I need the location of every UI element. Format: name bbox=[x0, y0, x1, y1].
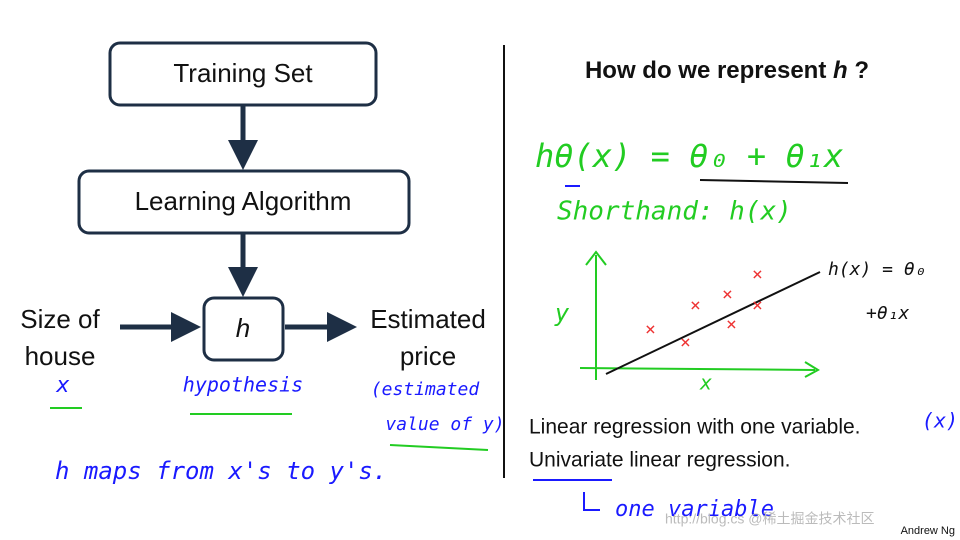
handwriting: (x) bbox=[922, 409, 958, 433]
handwriting: +θ₁x bbox=[866, 303, 910, 324]
credit: Andrew Ng bbox=[901, 525, 955, 537]
handwriting: h(x) = θ₀ bbox=[828, 259, 926, 280]
handwriting: x bbox=[55, 373, 69, 398]
handwriting: one variable bbox=[615, 497, 774, 522]
sketch-plot: × × × × × × × y x h(x) = θ₀ +θ₁x bbox=[554, 250, 926, 395]
title-var: h bbox=[833, 57, 848, 84]
handwriting: Shorthand: h(x) bbox=[557, 197, 792, 227]
handwriting: value of y) bbox=[385, 414, 504, 435]
input-label: Size of bbox=[20, 304, 100, 334]
flow-diagram: Training Set Learning Algorithm h Size o… bbox=[20, 41, 486, 371]
fit-line bbox=[605, 271, 821, 375]
axis-arrow bbox=[804, 361, 821, 378]
node-label: Training Set bbox=[173, 58, 313, 88]
point: × bbox=[752, 295, 763, 316]
point: × bbox=[680, 332, 691, 353]
output-label: Estimated bbox=[370, 304, 486, 334]
handwriting: (estimated bbox=[371, 379, 481, 400]
handwriting: hθ(x) = θ₀ + θ₁x bbox=[535, 137, 843, 175]
title-text: ? bbox=[854, 57, 869, 84]
points: × × × × × × × bbox=[645, 264, 763, 353]
handwriting: hypothesis bbox=[183, 373, 303, 397]
axis-label: y bbox=[554, 299, 570, 327]
point: × bbox=[645, 319, 656, 340]
node-label: h bbox=[236, 313, 250, 343]
watermark: http://blog.cs @稀土掘金技术社区 bbox=[665, 511, 874, 527]
point: × bbox=[726, 314, 737, 335]
note: Univariate linear regression. bbox=[529, 449, 790, 472]
point: × bbox=[752, 264, 763, 285]
underline bbox=[699, 179, 849, 184]
node-label: Learning Algorithm bbox=[135, 186, 352, 216]
left-notes: x hypothesis (estimated value of y) h ma… bbox=[50, 373, 505, 485]
point: × bbox=[722, 284, 733, 305]
title: How do we represent h ? bbox=[585, 57, 869, 84]
axis-label: x bbox=[699, 371, 712, 395]
output-label: price bbox=[400, 341, 456, 371]
node-box bbox=[202, 296, 285, 362]
note: Linear regression with one variable. bbox=[529, 416, 861, 439]
handwriting: h maps from x's to y's. bbox=[55, 457, 387, 485]
point: × bbox=[690, 295, 701, 316]
title-text: How do we represent bbox=[585, 57, 826, 84]
bracket bbox=[583, 492, 600, 511]
input-label: house bbox=[25, 341, 96, 371]
axis-arrow bbox=[585, 250, 607, 266]
underline bbox=[389, 444, 489, 451]
